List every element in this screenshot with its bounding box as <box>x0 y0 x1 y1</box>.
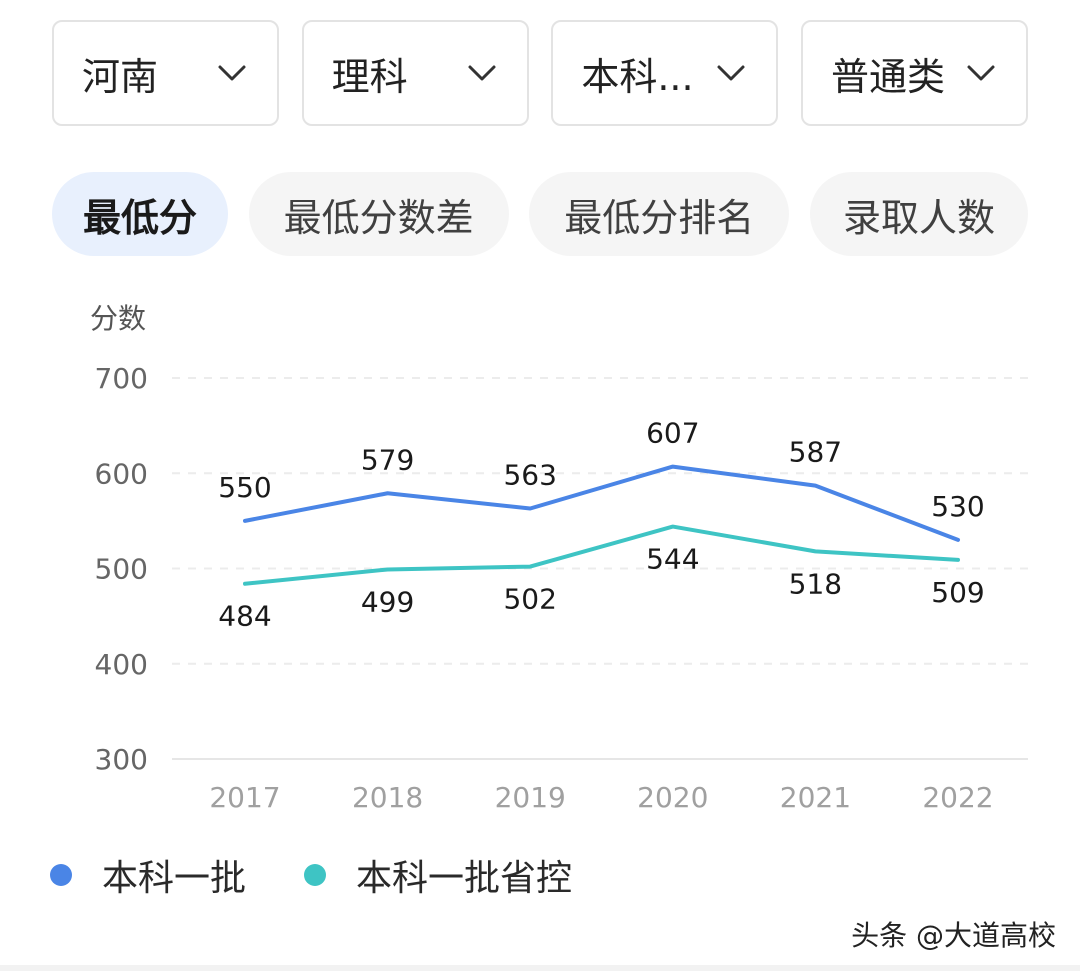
line-chart: 分数 300 400 500 600 700 2017 2018 2019 2020 2021 202… <box>90 302 1028 814</box>
data-label-series-1: 530 <box>931 490 984 523</box>
y-tick-label: 300 <box>95 743 148 776</box>
subject-dropdown[interactable]: 理科 <box>301 20 529 126</box>
subject-dropdown-label: 理科 <box>331 54 408 99</box>
watermark: 头条 @大道高校 <box>851 919 1056 952</box>
tab-admission-count[interactable]: 录取人数 <box>809 172 1028 256</box>
bottom-divider <box>0 965 1080 971</box>
y-tick-label: 600 <box>95 457 148 490</box>
series-line-1 <box>243 464 960 542</box>
data-label-series-2: 502 <box>503 583 556 616</box>
category-dropdown-label: 普通类 <box>830 54 945 99</box>
y-axis-title: 分数 <box>90 302 146 335</box>
x-tick-label: 2017 <box>209 781 280 814</box>
data-label-series-1: 579 <box>361 443 414 476</box>
x-tick-label: 2021 <box>780 781 851 814</box>
filter-bar: 河南 理科 本科... 普通类 <box>52 20 1028 126</box>
chevron-down-icon <box>468 65 496 81</box>
data-label-series-2: 509 <box>931 576 984 609</box>
chevron-down-icon <box>717 65 745 81</box>
data-label-series-1: 607 <box>646 417 699 450</box>
legend-label-series-1: 本科一批 <box>102 858 247 899</box>
y-tick-label: 500 <box>95 553 148 586</box>
province-dropdown-label: 河南 <box>82 54 159 99</box>
chevron-down-icon <box>218 65 246 81</box>
x-tick-label: 2020 <box>637 781 708 814</box>
data-label-series-2: 499 <box>361 585 414 618</box>
legend-item-series-1[interactable]: 本科一批 <box>50 849 246 901</box>
legend-marker-series-1 <box>50 864 72 886</box>
province-dropdown[interactable]: 河南 <box>52 20 279 126</box>
tab-min-score-diff[interactable]: 最低分数差 <box>248 172 509 256</box>
legend-label-series-2: 本科一批省控 <box>356 858 573 899</box>
data-label-series-2: 518 <box>789 567 842 600</box>
tab-min-score[interactable]: 最低分 <box>52 172 228 256</box>
x-tick-label: 2019 <box>495 781 566 814</box>
chart-legend: 本科一批 本科一批省控 <box>50 850 630 900</box>
legend-marker-series-2 <box>304 864 327 886</box>
batch-dropdown-label: 本科... <box>581 54 694 99</box>
x-tick-label: 2018 <box>352 781 423 814</box>
x-tick-label: 2022 <box>922 781 993 814</box>
category-dropdown[interactable]: 普通类 <box>800 20 1028 126</box>
legend-item-series-2[interactable]: 本科一批省控 <box>304 849 572 901</box>
data-label-series-1: 563 <box>503 458 556 491</box>
chevron-down-icon <box>967 65 995 81</box>
y-tick-label: 700 <box>95 362 148 395</box>
series-line-2 <box>243 524 960 586</box>
data-label-series-2: 484 <box>218 600 271 633</box>
data-label-series-2: 544 <box>646 543 699 576</box>
y-tick-label: 400 <box>95 648 148 681</box>
data-label-series-1: 587 <box>789 436 842 469</box>
tab-min-score-rank[interactable]: 最低分排名 <box>529 172 790 256</box>
data-label-series-1: 550 <box>218 471 271 504</box>
batch-dropdown[interactable]: 本科... <box>551 20 779 126</box>
metric-tabs: 最低分 最低分数差 最低分排名 录取人数 <box>52 172 1028 256</box>
